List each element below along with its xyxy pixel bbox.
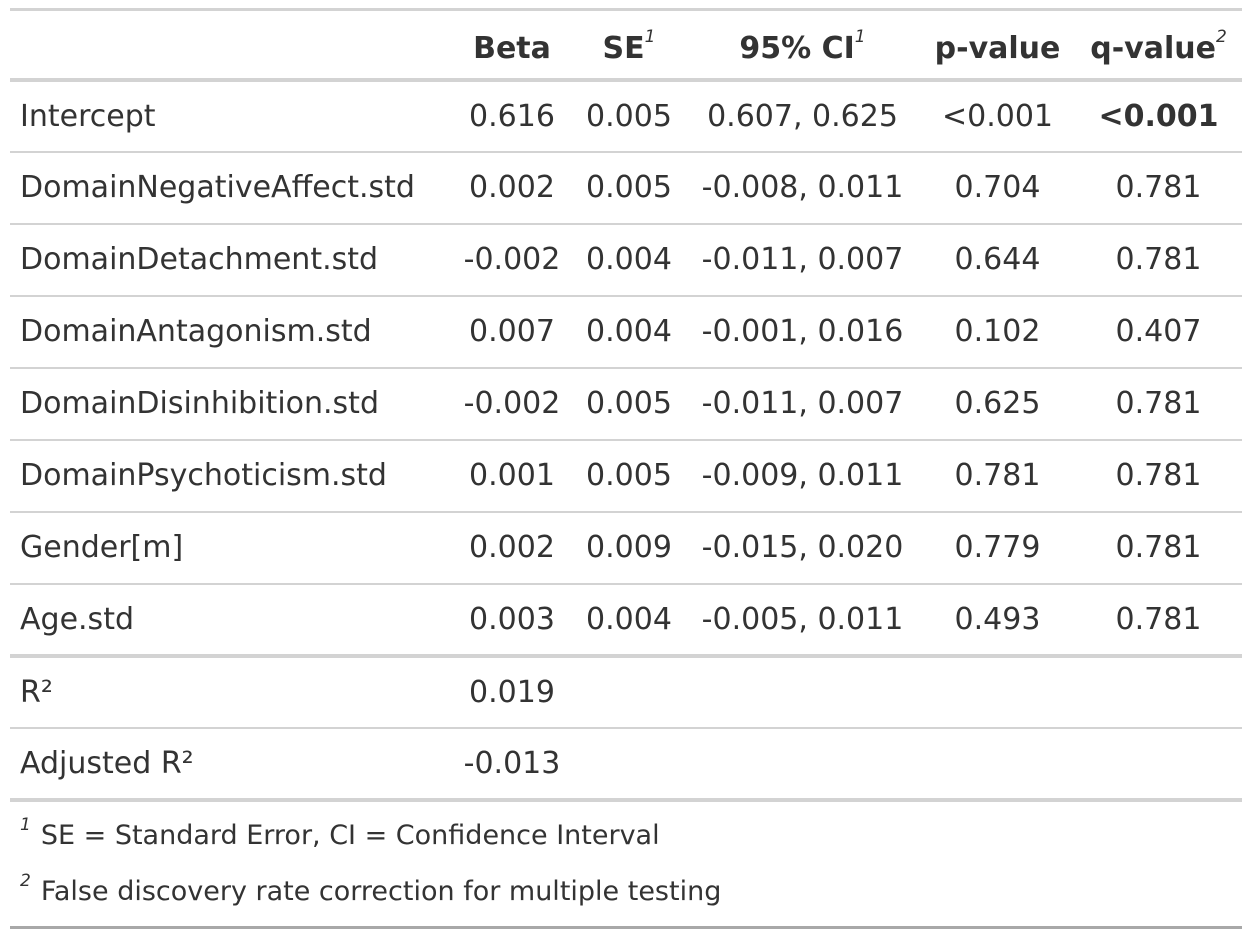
cell-p: 0.625 <box>954 386 1041 421</box>
row-label: DomainDetachment.std <box>20 242 379 277</box>
stat-label: R² <box>20 674 53 710</box>
regression-table-container: Beta SE1 95% CI1 p-value q-value2 Interc… <box>10 8 1242 929</box>
header-se: SE1 <box>573 10 685 80</box>
empty-cell <box>685 728 920 800</box>
table-row: DomainNegativeAffect.std 0.002 0.005 -0.… <box>10 152 1242 224</box>
row-label: Gender[m] <box>20 530 184 565</box>
cell-ci: -0.011, 0.007 <box>701 386 904 421</box>
footnote-2: 2 False discovery rate correction for mul… <box>20 864 1242 920</box>
footnote-1-mark: 1 <box>20 814 31 835</box>
footnote-1: 1 SE = Standard Error, CI = Confidence In… <box>20 808 1242 864</box>
table-row: Age.std 0.003 0.004 -0.005, 0.011 0.493 … <box>10 584 1242 656</box>
footnote-2-mark: 2 <box>20 870 31 891</box>
cell-ci: -0.009, 0.011 <box>701 458 904 493</box>
cell-beta: 0.002 <box>469 530 555 565</box>
header-se-text: SE <box>602 30 645 66</box>
cell-beta: 0.007 <box>469 314 555 349</box>
cell-p: 0.493 <box>954 601 1041 637</box>
header-p-text: p-value <box>934 30 1061 66</box>
cell-ci: -0.008, 0.011 <box>701 170 904 205</box>
table-row: DomainDetachment.std -0.002 0.004 -0.011… <box>10 224 1242 296</box>
cell-p: 0.704 <box>954 170 1041 205</box>
cell-p: 0.102 <box>954 314 1041 349</box>
table-row: Intercept 0.616 0.005 0.607, 0.625 <0.00… <box>10 80 1242 152</box>
cell-q: 0.781 <box>1115 601 1202 637</box>
stat-row-r-squared: R² 0.019 <box>10 656 1242 728</box>
row-label: Intercept <box>20 98 156 134</box>
cell-q: 0.781 <box>1115 170 1202 205</box>
cell-beta: -0.002 <box>463 386 561 421</box>
cell-se: 0.005 <box>586 98 672 134</box>
cell-p: 0.781 <box>954 458 1041 493</box>
cell-beta: 0.616 <box>469 98 555 134</box>
cell-q: 0.781 <box>1115 386 1202 421</box>
empty-cell <box>1075 728 1242 800</box>
table-row: DomainPsychoticism.std 0.001 0.005 -0.00… <box>10 440 1242 512</box>
cell-se: 0.004 <box>586 314 672 349</box>
cell-beta: 0.003 <box>469 601 555 637</box>
table-row: DomainDisinhibition.std -0.002 0.005 -0.… <box>10 368 1242 440</box>
cell-q: 0.781 <box>1115 242 1202 277</box>
cell-p: <0.001 <box>941 98 1054 134</box>
footnote-1-text: SE = Standard Error, CI = Confidence Int… <box>40 819 660 851</box>
header-row: Beta SE1 95% CI1 p-value q-value2 <box>10 9 1242 80</box>
cell-beta: 0.001 <box>469 458 555 493</box>
cell-q: <0.001 <box>1098 98 1219 134</box>
header-q-footnote-mark: 2 <box>1215 26 1227 47</box>
empty-cell <box>573 728 685 800</box>
cell-beta: -0.002 <box>463 242 561 277</box>
row-label: DomainDisinhibition.std <box>20 386 379 421</box>
cell-ci: 0.607, 0.625 <box>707 98 898 134</box>
cell-q: 0.781 <box>1115 530 1202 565</box>
row-label: DomainPsychoticism.std <box>20 458 387 493</box>
header-q: q-value2 <box>1075 10 1242 80</box>
empty-cell <box>920 728 1075 800</box>
header-ci: 95% CI1 <box>685 10 920 80</box>
cell-ci: -0.015, 0.020 <box>701 530 904 565</box>
cell-beta: 0.002 <box>469 170 555 205</box>
row-label: DomainAntagonism.std <box>20 314 372 349</box>
table-header: Beta SE1 95% CI1 p-value q-value2 <box>10 9 1242 80</box>
cell-se: 0.005 <box>586 170 672 205</box>
cell-ci: -0.001, 0.016 <box>701 314 904 349</box>
cell-p: 0.779 <box>954 530 1041 565</box>
header-beta-text: Beta <box>473 30 551 66</box>
empty-cell <box>920 656 1075 728</box>
header-label <box>10 10 451 80</box>
empty-cell <box>573 656 685 728</box>
row-label: DomainNegativeAffect.std <box>20 170 415 205</box>
empty-cell <box>1075 656 1242 728</box>
header-p: p-value <box>920 10 1075 80</box>
table-footnotes: 1 SE = Standard Error, CI = Confidence In… <box>10 802 1242 929</box>
cell-ci: -0.011, 0.007 <box>701 242 904 277</box>
cell-ci: -0.005, 0.011 <box>701 601 904 637</box>
cell-se: 0.005 <box>586 458 672 493</box>
stat-label: Adjusted R² <box>20 745 194 781</box>
row-label: Age.std <box>20 601 134 637</box>
stat-value: 0.019 <box>469 674 555 710</box>
regression-table: Beta SE1 95% CI1 p-value q-value2 Interc… <box>10 8 1242 802</box>
cell-q: 0.407 <box>1115 314 1202 349</box>
cell-se: 0.004 <box>586 242 672 277</box>
cell-se: 0.004 <box>586 601 672 637</box>
stat-row-adjusted-r-squared: Adjusted R² -0.013 <box>10 728 1242 800</box>
cell-q: 0.781 <box>1115 458 1202 493</box>
header-q-text: q-value <box>1090 30 1216 66</box>
cell-se: 0.005 <box>586 386 672 421</box>
stat-value: -0.013 <box>463 745 561 781</box>
header-se-footnote-mark: 1 <box>644 26 656 47</box>
table-row: DomainAntagonism.std 0.007 0.004 -0.001,… <box>10 296 1242 368</box>
footnote-2-text: False discovery rate correction for mult… <box>40 875 722 907</box>
header-beta: Beta <box>451 10 573 80</box>
cell-se: 0.009 <box>586 530 672 565</box>
cell-p: 0.644 <box>954 242 1041 277</box>
header-ci-footnote-mark: 1 <box>854 26 866 47</box>
table-row: Gender[m] 0.002 0.009 -0.015, 0.020 0.77… <box>10 512 1242 584</box>
empty-cell <box>685 656 920 728</box>
header-ci-text: 95% CI <box>739 30 855 66</box>
table-body: Intercept 0.616 0.005 0.607, 0.625 <0.00… <box>10 80 1242 800</box>
